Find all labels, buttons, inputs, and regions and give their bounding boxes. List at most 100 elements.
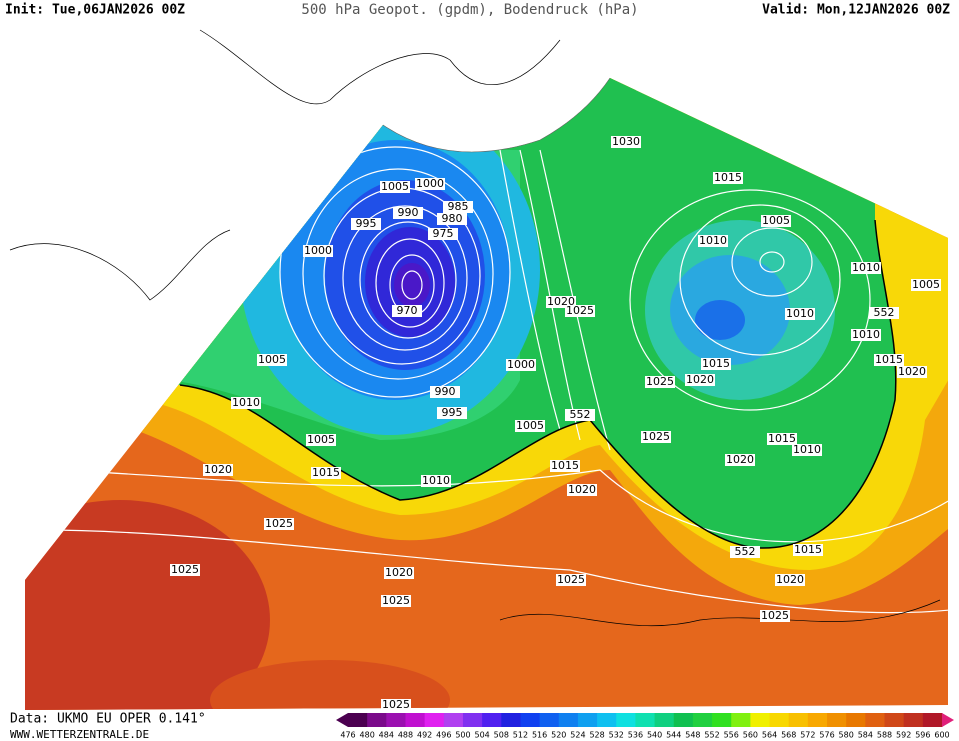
- coastlines: [9, 29, 941, 627]
- website: WWW.WETTERZENTRALE.DE: [10, 728, 149, 741]
- label-box: [430, 386, 460, 398]
- map-edge: [382, 77, 611, 153]
- colorbar-label: 488: [398, 731, 413, 740]
- isobar-label: 1015: [768, 432, 796, 445]
- isobar-label: 1000: [507, 358, 535, 371]
- label-box: [611, 136, 641, 148]
- colorbar-label: 492: [417, 731, 432, 740]
- colorbar-label: 540: [647, 731, 662, 740]
- label-box: [685, 374, 715, 386]
- label-box: [264, 518, 294, 530]
- label-box: [565, 305, 595, 317]
- colorbar-swatch: [922, 713, 943, 727]
- label-box: [303, 245, 333, 257]
- isobar-label: 1020: [686, 373, 714, 386]
- colorbar-label: 516: [532, 731, 547, 740]
- isobar-label: 1005: [307, 433, 335, 446]
- colorbar-swatch: [616, 713, 636, 727]
- isobar-label: 1025: [382, 698, 410, 711]
- colorbar-swatch: [348, 713, 368, 727]
- init-time: Init: Tue,06JAN2026 00Z: [5, 3, 185, 18]
- colorbar-swatch: [827, 713, 847, 727]
- colorbar-swatch: [673, 713, 694, 727]
- isobar-label: 1010: [852, 261, 880, 274]
- label-box: [437, 213, 467, 225]
- isobar-label: 1015: [312, 466, 340, 479]
- colorbar-label: 560: [743, 731, 758, 740]
- label-box: [392, 305, 422, 317]
- label-box: [567, 484, 597, 496]
- isobar-label: 1020: [568, 483, 596, 496]
- isobar-label: 995: [356, 217, 377, 230]
- label-box: [793, 544, 823, 556]
- colorbar-swatch: [635, 713, 656, 727]
- data-source: Data: UKMO EU OPER 0.141°: [10, 712, 206, 727]
- colorbar-swatch: [520, 713, 541, 727]
- isobar-label: 1010: [422, 474, 450, 487]
- colorbar-arrow-left: [336, 713, 348, 727]
- label-box: [393, 207, 423, 219]
- isobars: [39, 146, 948, 614]
- label-box: [506, 359, 536, 371]
- label-box: [701, 358, 731, 370]
- colorbar-label: 484: [379, 731, 394, 740]
- isobar-label: 980: [442, 212, 463, 225]
- isobar-label: 990: [435, 385, 456, 398]
- isobar-label: 552: [874, 306, 895, 319]
- label-box: [380, 181, 410, 193]
- colorbar-arrow-right: [942, 713, 954, 727]
- colorbar-swatch: [846, 713, 866, 727]
- colorbar-label: 476: [340, 731, 355, 740]
- colorbar-swatch: [692, 713, 713, 727]
- label-box: [874, 354, 904, 366]
- isobar-label: 1025: [171, 563, 199, 576]
- isobar-label: 552: [735, 545, 756, 558]
- colorbar-swatch: [558, 713, 579, 727]
- isobar-label: 1020: [776, 573, 804, 586]
- colorbar-label: 512: [513, 731, 528, 740]
- colorbar-label: 508: [494, 731, 509, 740]
- isobar-label: 1025: [761, 609, 789, 622]
- colorbar-label: 584: [858, 731, 873, 740]
- colorbar-swatch: [769, 713, 790, 727]
- isobar-label: 1010: [232, 396, 260, 409]
- colorbar: 476 480 484 488 492 496 500 504 508 512 516 520 524 5…: [336, 713, 954, 740]
- colorbar-label: 544: [666, 731, 681, 740]
- label-box: [760, 610, 790, 622]
- isobar-label: 1015: [551, 459, 579, 472]
- label-box: [761, 215, 791, 227]
- colorbar-swatch: [788, 713, 809, 727]
- label-box: [775, 574, 805, 586]
- label-box: [785, 308, 815, 320]
- label-box: [515, 420, 545, 432]
- isobar-label: 970: [397, 304, 418, 317]
- isobar-label: 1005: [762, 214, 790, 227]
- colorbar-label: 576: [819, 731, 834, 740]
- isobar-label: 1010: [793, 443, 821, 456]
- isobar-label: 1025: [566, 304, 594, 317]
- colorbar-label: 588: [877, 731, 892, 740]
- colorbar-swatch: [482, 713, 502, 727]
- isobar-label: 1025: [382, 594, 410, 607]
- label-box: [381, 595, 411, 607]
- isobar-label: 1025: [265, 517, 293, 530]
- map-title: 500 hPa Geopot. (gpdm), Bodendruck (hPa): [301, 2, 638, 18]
- colorbar-swatch: [597, 713, 617, 727]
- colorbar-swatch: [577, 713, 598, 727]
- colorbar-label: 520: [551, 731, 566, 740]
- label-box: [421, 475, 451, 487]
- colorbar-swatch: [654, 713, 675, 727]
- label-box: [851, 262, 881, 274]
- isobar-label: 1015: [794, 543, 822, 556]
- label-box: [306, 434, 336, 446]
- label-box: [231, 397, 261, 409]
- colorbar-label: 568: [781, 731, 796, 740]
- colorbar-swatch: [539, 713, 560, 727]
- colorbar-swatch: [903, 713, 924, 727]
- colorbar-swatch: [501, 713, 521, 727]
- isobar-label: 1010: [699, 234, 727, 247]
- label-box: [792, 444, 822, 456]
- contour-552: [179, 219, 897, 549]
- isobar-label: 1015: [714, 171, 742, 184]
